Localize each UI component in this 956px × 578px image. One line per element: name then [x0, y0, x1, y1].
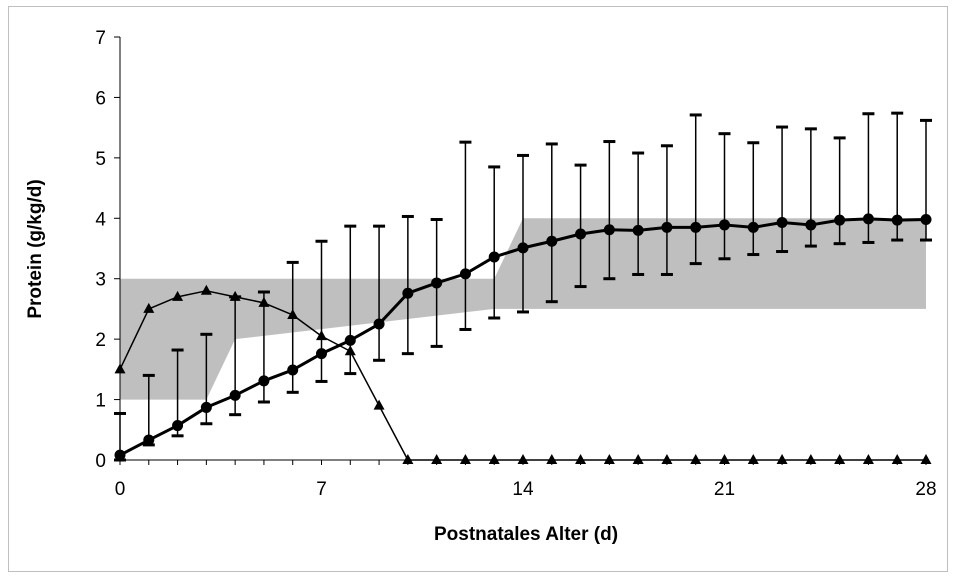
reference-band [120, 218, 926, 400]
data-point-triangle [891, 454, 903, 464]
chart-frame [8, 6, 948, 572]
x-axis-label: Postnatales Alter (d) [434, 524, 618, 545]
x-tick-label: 14 [512, 479, 534, 500]
data-point-triangle [575, 454, 587, 464]
data-point-circle [287, 364, 299, 376]
y-axis-label: Protein (g/kg/d) [25, 179, 46, 318]
data-point-triangle [287, 308, 299, 319]
y-tick-label: 5 [95, 149, 106, 170]
data-point-triangle [200, 284, 212, 295]
x-tick-label: 7 [316, 479, 327, 500]
data-point-circle [200, 401, 212, 413]
data-point-circle [114, 449, 126, 461]
y-tick-label: 7 [95, 28, 106, 49]
data-point-triangle [373, 399, 385, 410]
data-point-triangle [920, 454, 932, 464]
data-point-circle [776, 217, 788, 229]
data-point-circle [258, 375, 270, 387]
data-point-triangle [862, 454, 874, 464]
data-point-circle [344, 334, 356, 346]
data-point-triangle [316, 330, 327, 341]
data-point-circle [402, 287, 414, 299]
data-point-triangle [143, 302, 155, 313]
data-point-circle [891, 214, 903, 226]
data-point-triangle [517, 454, 529, 464]
data-point-circle [316, 348, 327, 360]
data-point-triangle [834, 454, 846, 464]
data-point-circle [546, 235, 558, 247]
data-point-circle [834, 214, 846, 226]
data-point-triangle [776, 454, 788, 464]
data-point-triangle [546, 454, 558, 464]
y-tick-label: 6 [95, 88, 106, 109]
y-tick-label: 3 [95, 270, 106, 291]
data-point-triangle [258, 296, 270, 307]
data-point-circle [661, 221, 673, 233]
data-point-circle [862, 213, 874, 225]
data-point-triangle [661, 454, 673, 464]
data-point-circle [431, 277, 443, 289]
data-point-circle [172, 420, 184, 432]
data-point-triangle [172, 290, 184, 301]
data-point-circle [632, 224, 644, 236]
data-point-circle [603, 224, 615, 236]
data-point-triangle [344, 345, 356, 356]
data-point-circle [229, 389, 241, 401]
data-point-circle [459, 268, 471, 280]
data-point-triangle [229, 290, 241, 301]
y-tick-label: 0 [95, 451, 106, 472]
data-point-circle [373, 318, 385, 330]
y-tick-label: 1 [95, 391, 106, 412]
y-tick-label: 2 [95, 330, 106, 351]
data-point-triangle [632, 454, 644, 464]
data-point-circle [690, 221, 702, 233]
x-tick-label: 21 [714, 479, 735, 500]
data-point-circle [517, 242, 529, 254]
tick-label-layer: 0 1 2 3 4 5 6 7 0 7 14 21 28 [95, 28, 936, 500]
data-point-triangle [488, 454, 500, 464]
reference-band-layer [120, 218, 926, 400]
data-point-circle [488, 251, 500, 263]
y-tick-label: 4 [95, 209, 106, 230]
data-point-triangle [690, 454, 702, 464]
data-point-circle [747, 221, 759, 233]
data-point-triangle [459, 454, 471, 464]
series-layer [114, 213, 932, 464]
data-point-triangle [603, 454, 615, 464]
data-point-circle [920, 213, 932, 225]
x-tick-label: 0 [115, 479, 126, 500]
data-point-triangle [402, 454, 414, 464]
data-point-triangle [431, 454, 443, 464]
data-point-triangle [805, 454, 817, 464]
data-point-circle [143, 434, 155, 446]
data-point-triangle [719, 454, 730, 464]
x-tick-label: 28 [915, 479, 936, 500]
data-point-circle [719, 219, 730, 231]
data-point-circle [805, 219, 817, 231]
data-point-triangle [114, 363, 126, 374]
data-point-circle [575, 228, 587, 240]
data-point-triangle [747, 454, 759, 464]
